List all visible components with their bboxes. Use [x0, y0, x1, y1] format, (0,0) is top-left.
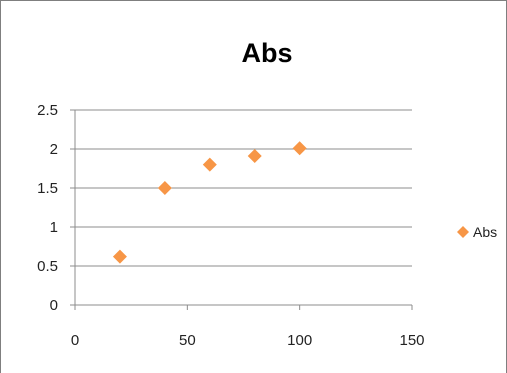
- chart-title: Abs: [241, 38, 292, 68]
- data-points: [112, 141, 307, 264]
- y-tick-label: 0.5: [37, 258, 58, 275]
- legend: Abs: [457, 224, 497, 240]
- x-tick-label: 100: [287, 332, 312, 349]
- y-tick-label: 2.5: [37, 102, 58, 119]
- x-tick-label: 150: [399, 332, 424, 349]
- y-tick-label: 1: [50, 219, 58, 236]
- data-point: [112, 249, 127, 264]
- y-tick-label: 1.5: [37, 180, 58, 197]
- data-point: [292, 141, 307, 156]
- data-point: [247, 149, 262, 164]
- gridlines: [75, 109, 412, 267]
- x-tick-label: 0: [71, 332, 79, 349]
- legend-label: Abs: [473, 224, 497, 240]
- legend-marker: [457, 226, 469, 238]
- x-tick-label: 50: [179, 332, 196, 349]
- y-tick-label: 2: [50, 141, 58, 158]
- data-point: [202, 157, 217, 172]
- axes: 0 0.5 1 1.5 2 2.5 0 50 100 150: [37, 102, 424, 349]
- y-tick-label: 0: [50, 297, 58, 314]
- data-point: [157, 181, 172, 195]
